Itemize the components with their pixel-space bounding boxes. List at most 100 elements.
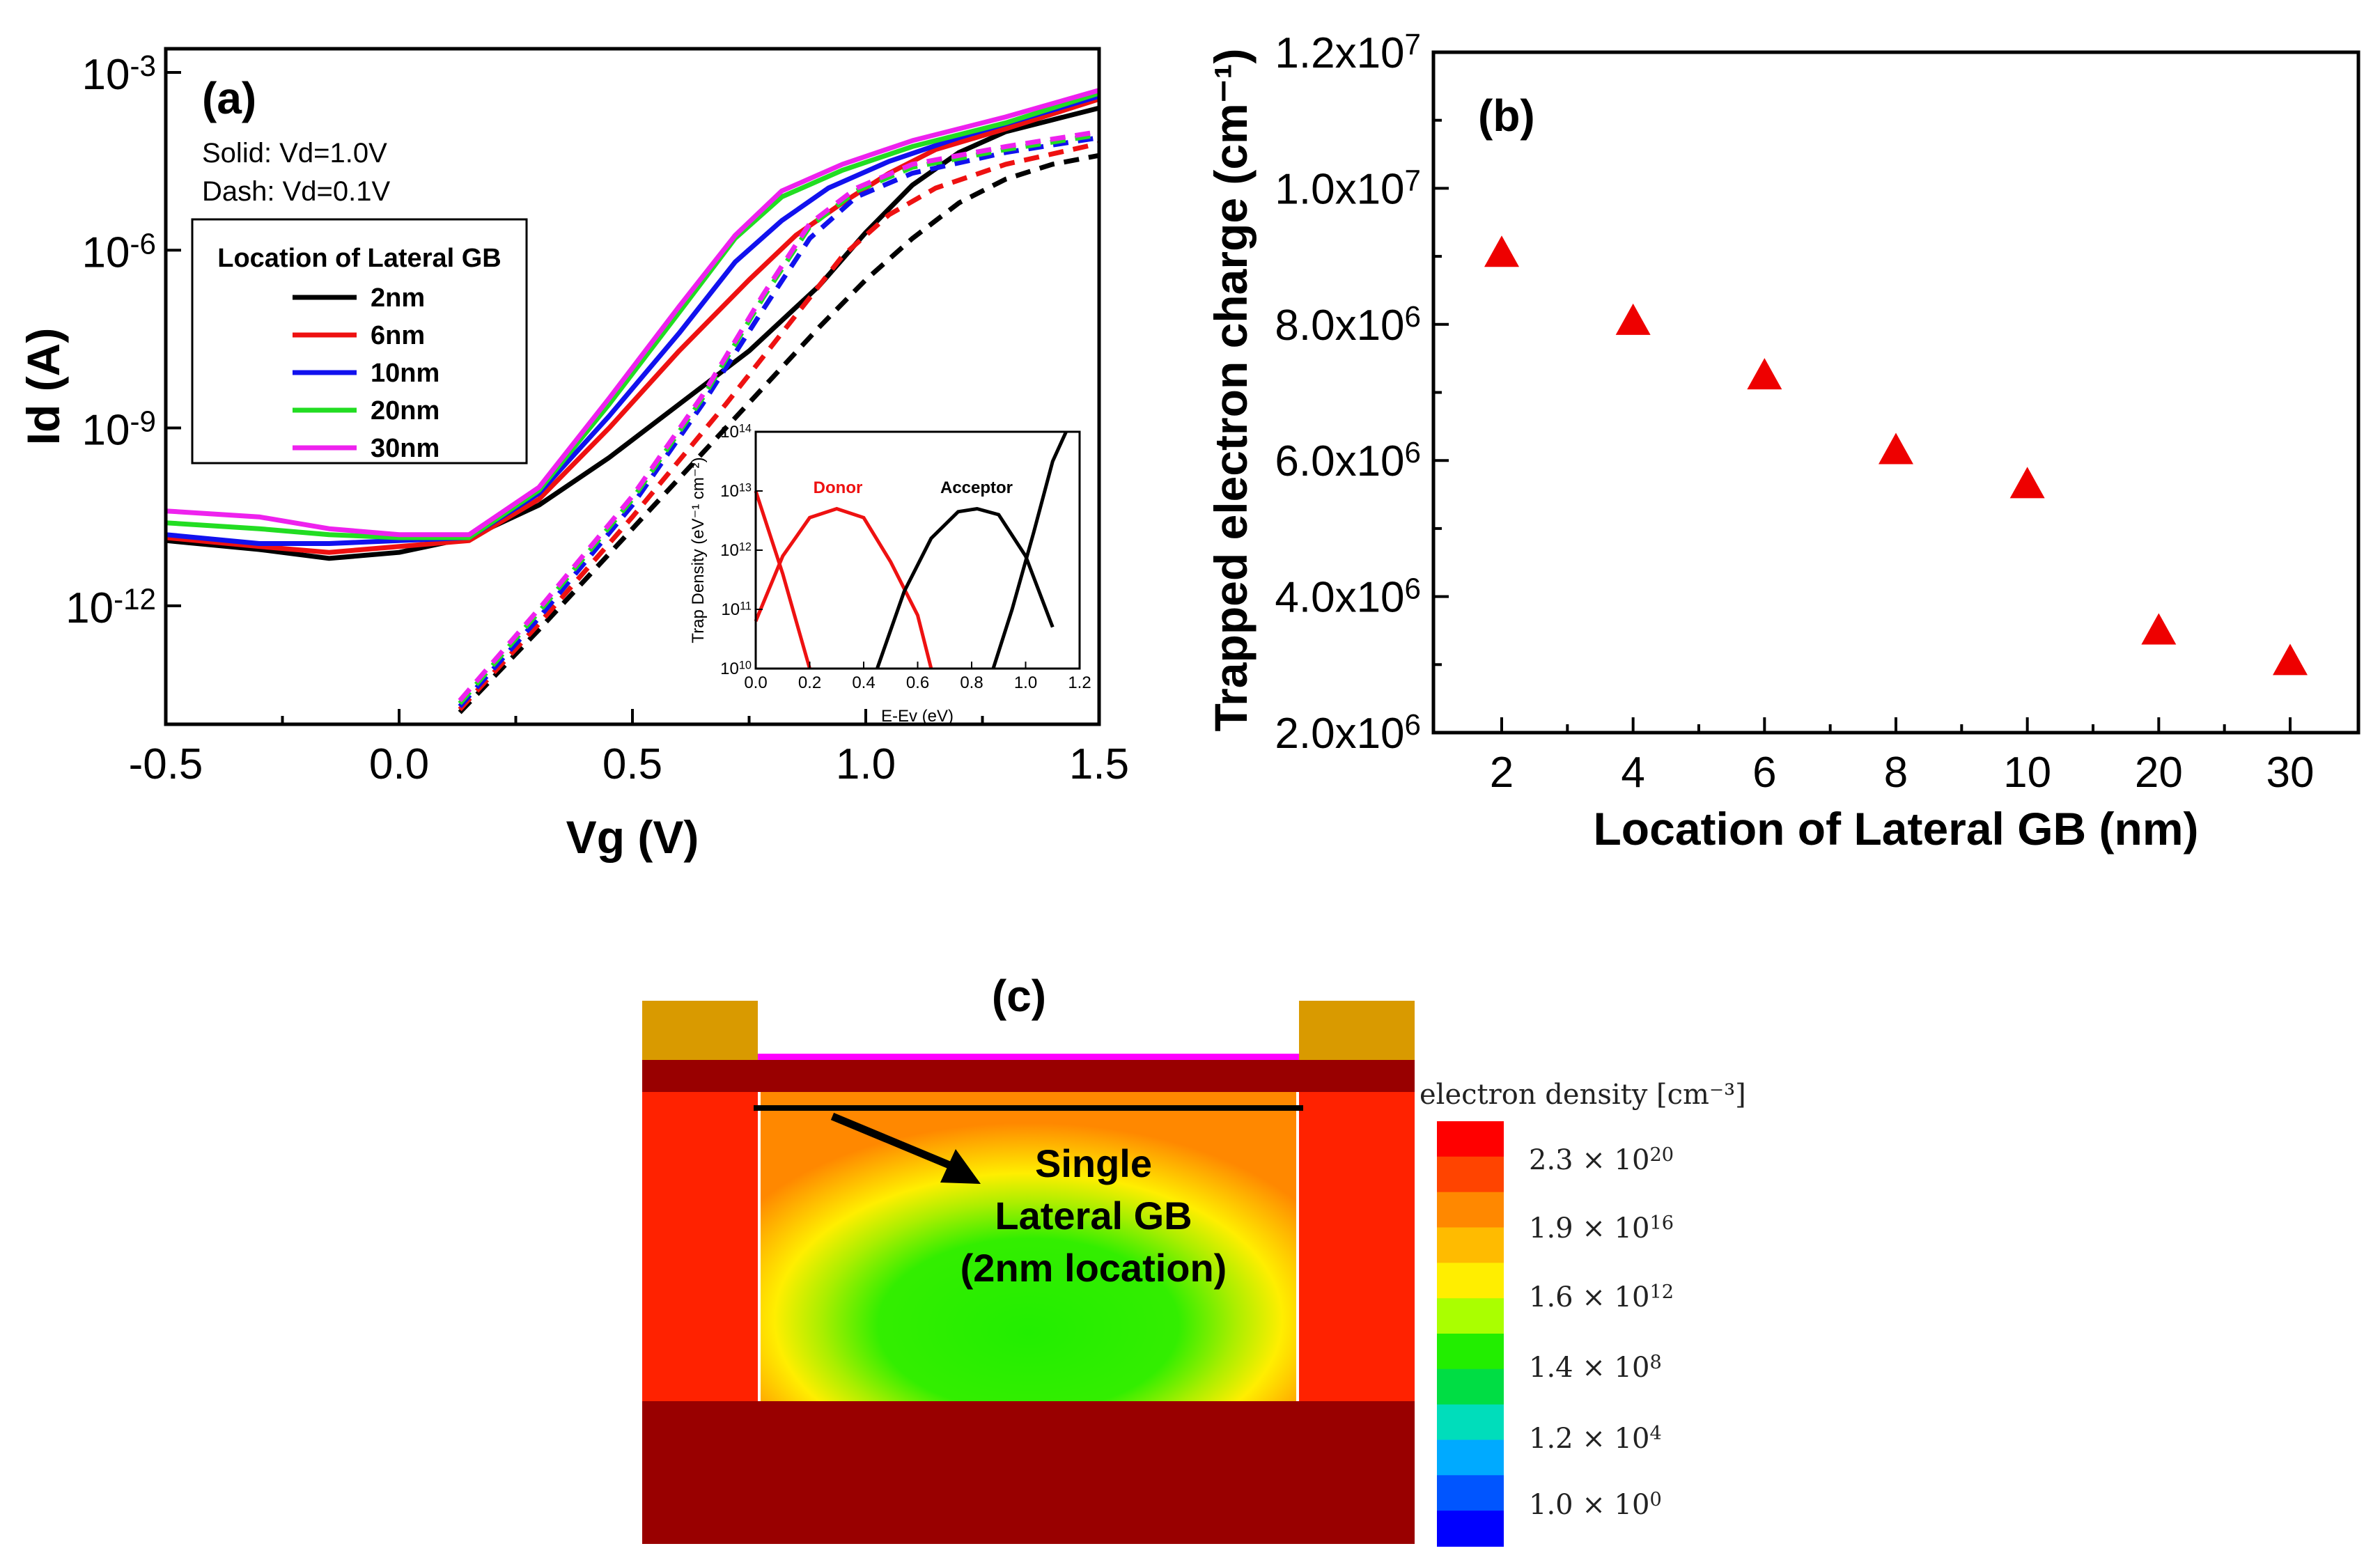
source-contact (642, 1001, 758, 1060)
inset-ytick-label: 1012 (720, 541, 752, 560)
gb-arrow-shaft (830, 1112, 963, 1174)
b-xtick-label: 2 (1490, 749, 1514, 797)
inset-ytick-label-exp: 11 (740, 600, 752, 613)
a-ytick-label: 10-9 (82, 405, 156, 455)
legend-box (191, 218, 528, 465)
drain-region (1299, 1092, 1415, 1401)
colorbar-strip (1437, 1227, 1504, 1264)
panel-b-xlabel: Location of Lateral GB (nm) (1593, 803, 2198, 854)
inset-ytick-label-base: 10 (720, 423, 739, 442)
colorbar-title: electron density [cm⁻³] (1420, 1079, 1746, 1111)
colorbar-label: 2.3 × 1020 (1529, 1144, 1674, 1176)
colorbar-label: 1.6 × 1012 (1529, 1281, 1674, 1313)
a-ytick-label: 10-6 (82, 227, 156, 276)
panel-a-note-dash: Dash: Vd=0.1V (202, 176, 390, 207)
colorbar-label-base: 1.0 × 10 (1529, 1489, 1649, 1521)
colorbar-label: 1.2 × 104 (1529, 1423, 1662, 1455)
series-20nm-solid (165, 91, 1100, 540)
colorbar-strip (1437, 1439, 1504, 1476)
b-ytick-label-base: 8.0x10 (1275, 302, 1404, 350)
a-xtick-label: 1.0 (836, 740, 896, 788)
b-point-2nm (1484, 235, 1519, 267)
colorbar-label-exp: 4 (1649, 1423, 1661, 1444)
colorbar-strip (1437, 1475, 1504, 1512)
inset-ytick-label: 1014 (720, 423, 752, 442)
panel-a-inset: 0.0 0.2 0.4 0.6 0.8 1.0 1.2 101010111012101310… (689, 423, 1091, 726)
b-point-8nm (1879, 432, 1913, 465)
inset-ylabel-units: (eV⁻¹ cm⁻²) (689, 457, 708, 544)
colorbar-label-base: 2.3 × 10 (1529, 1144, 1649, 1176)
inset-ytick-label: 1013 (720, 482, 752, 501)
inset-x-ticks: 0.0 0.2 0.4 0.6 0.8 1.0 1.2 (744, 662, 1091, 692)
series-2nm-dashed (458, 153, 1100, 715)
panel-b: 2 4 6 8 10 20 30 2.0x1064.0x1066.0x1068.0x1061… (1205, 28, 2360, 854)
b-xtick-label: 6 (1752, 749, 1776, 797)
inset-ytick-label-exp: 14 (739, 423, 752, 435)
series-10nm-dashed (458, 135, 1100, 708)
panel-a-ylabel: Id (A) (17, 328, 69, 446)
panel-c-label: (c) (992, 971, 1046, 1021)
series-30nm-solid (165, 88, 1100, 538)
panel-a: -0.5 0.0 0.5 1.0 1.5 10-310-610-910-12 Vg (V… (17, 47, 1129, 863)
gb-arrow-head (940, 1149, 981, 1184)
b-ytick-label-base: 1.0x10 (1275, 165, 1404, 213)
b-ytick-label-base: 2.0x10 (1275, 710, 1404, 758)
legend-title: Location of Lateral GB (217, 244, 501, 273)
inset-ytick-label-base: 10 (720, 541, 739, 560)
inset-background (756, 432, 1080, 669)
inset-xlabel: E-Ev (eV) (881, 707, 954, 726)
b-point-6nm (1747, 358, 1782, 390)
b-ytick-label-exp: 6 (1405, 572, 1421, 605)
b-ytick-label-exp: 7 (1405, 164, 1421, 196)
colorbar-label-exp: 0 (1649, 1489, 1661, 1511)
channel-left-edge (758, 1092, 761, 1401)
panel-c: (c) Single Lateral GB (2nm location) ele… (642, 971, 1746, 1547)
colorbar-label-base: 1.2 × 10 (1529, 1423, 1649, 1455)
b-ytick-label: 1.0x107 (1275, 164, 1421, 213)
gb-annotation-line3: (2nm location) (960, 1246, 1227, 1290)
inset-plot (754, 430, 1068, 669)
a-ytick-label-exp: -12 (114, 583, 156, 616)
inset-ytick-label: 1010 (720, 660, 752, 678)
panel-a-label: (a) (202, 73, 256, 123)
colorbar-label-exp: 8 (1649, 1352, 1661, 1373)
a-ytick-label-base: 10 (82, 228, 130, 276)
inset-acceptor-curve-0 (876, 506, 1055, 669)
gate-oxide (758, 1054, 1299, 1061)
colorbar-label: 1.4 × 108 (1529, 1352, 1662, 1384)
inset-ytick-label-exp: 10 (739, 660, 752, 672)
panel-a-legend: Location of Lateral GB 2nm 6nm 10nm 20nm 30n… (191, 218, 528, 465)
inset-xtick-label: 0.4 (852, 673, 875, 692)
colorbar-strip (1437, 1298, 1504, 1334)
gb-annotation-line1: Single (1035, 1141, 1152, 1185)
b-ytick-label-exp: 7 (1405, 28, 1421, 61)
inset-acceptor-label: Acceptor (940, 478, 1013, 497)
inset-acceptor-curve-1 (991, 430, 1068, 669)
a-ytick-label-exp: -3 (130, 49, 156, 82)
colorbar-label-base: 1.6 × 10 (1529, 1281, 1649, 1313)
b-ytick-label-base: 1.2x10 (1275, 29, 1404, 77)
b-point-20nm (2141, 613, 2177, 645)
series-6nm-solid (165, 96, 1100, 555)
colorbar-label-exp: 20 (1649, 1144, 1674, 1166)
inset-xtick-label: 0.0 (744, 673, 767, 692)
legend-label-6nm: 6nm (371, 321, 425, 350)
a-xtick-label: -0.5 (129, 740, 203, 788)
a-ytick-label: 10-3 (82, 49, 156, 99)
a-ytick-label-base: 10 (82, 51, 130, 99)
legend-label-30nm: 30nm (371, 434, 440, 463)
inset-ylabel-text: Trap Density (689, 549, 708, 643)
inset-donor-curve-1 (754, 506, 933, 669)
colorbar-strip (1437, 1156, 1504, 1193)
substrate (642, 1401, 1415, 1544)
colorbar-strip (1437, 1334, 1504, 1370)
colorbar-strip (1437, 1368, 1504, 1405)
colorbar-strip (1437, 1192, 1504, 1228)
colorbar-strip (1437, 1511, 1504, 1547)
legend-items: 2nm 6nm 10nm 20nm 30nm (293, 283, 440, 463)
panel-b-ylabel: Trapped electron charge (cm⁻¹) (1205, 48, 1257, 731)
b-point-10nm (2009, 467, 2045, 499)
